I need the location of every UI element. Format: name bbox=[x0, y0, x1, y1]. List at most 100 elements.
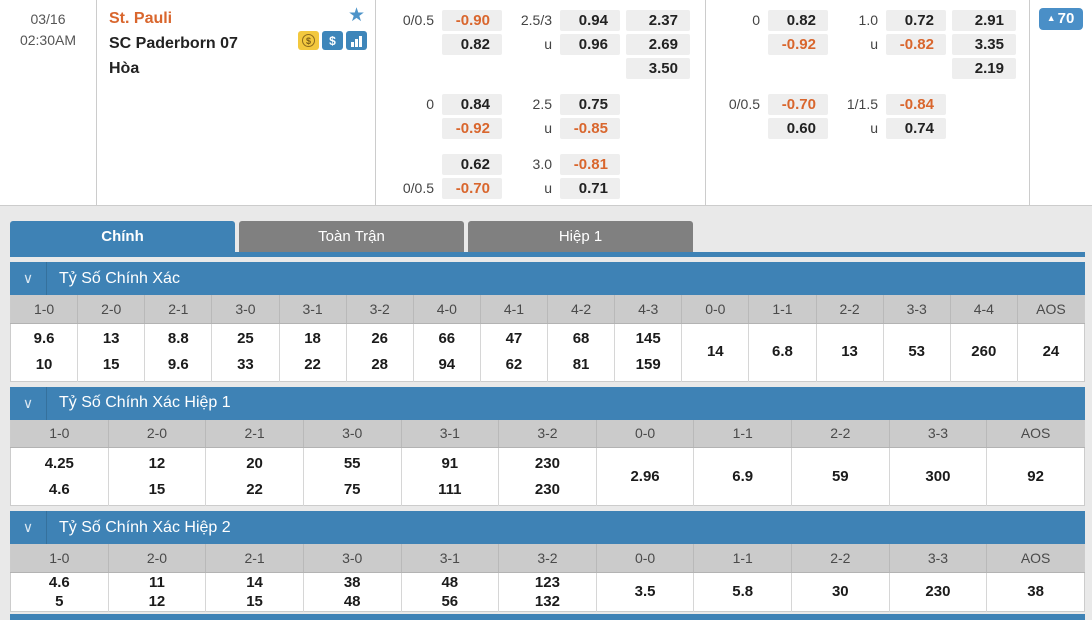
away-team-name[interactable]: SC Paderborn 07 bbox=[109, 35, 238, 52]
score-odds-cell[interactable]: 91 111 bbox=[401, 447, 500, 506]
odds-value[interactable]: 0.96 bbox=[560, 33, 620, 55]
score-header-row: 1-0 2-0 2-1 3-0 3-1 3-2 4-0 4-1 4-2 4-3 0-0 1-1 2-2 3… bbox=[10, 295, 1085, 324]
score-header-row: 1-0 2-0 2-1 3-0 3-1 3-2 0-0 1-1 2-2 3-3 AOS bbox=[10, 544, 1085, 573]
score-odds-cell[interactable]: 38 48 bbox=[303, 572, 402, 611]
score-odds-cell[interactable]: 13 bbox=[816, 323, 884, 381]
score-odds-cell[interactable]: 6.9 bbox=[693, 447, 792, 506]
score-odds-cell[interactable]: 55 75 bbox=[303, 447, 402, 506]
odds-value[interactable]: 0.84 bbox=[442, 93, 502, 115]
score-odds-cell[interactable]: 14 15 bbox=[205, 572, 304, 611]
odds-value[interactable]: 0.74 bbox=[886, 117, 946, 139]
tab-first-half[interactable]: Hiệp 1 bbox=[468, 221, 693, 252]
score-odds-cell[interactable]: 145 159 bbox=[614, 323, 683, 381]
odds-value[interactable]: -0.82 bbox=[886, 33, 946, 55]
odds-value[interactable]: 2.91 bbox=[952, 9, 1016, 31]
odds-value[interactable]: 0.71 bbox=[560, 177, 620, 199]
score-odds-value: 14 bbox=[246, 573, 263, 591]
score-odds-cell[interactable]: 5.8 bbox=[693, 572, 792, 611]
odds-value[interactable]: -0.81 bbox=[560, 153, 620, 175]
section-header-correct-score-2nd-half[interactable]: ∨ Tỷ Số Chính Xác Hiệp 2 bbox=[10, 511, 1085, 544]
tab-main[interactable]: Chính bbox=[10, 221, 235, 252]
odds-value[interactable]: 0.94 bbox=[560, 9, 620, 31]
favorite-star-icon[interactable]: ★ bbox=[347, 5, 365, 26]
odds-value[interactable]: -0.92 bbox=[768, 33, 828, 55]
score-odds-cell[interactable]: 4.25 4.6 bbox=[10, 447, 109, 506]
score-odds-cell[interactable]: 66 94 bbox=[413, 323, 481, 381]
score-odds-cell[interactable]: 3.5 bbox=[596, 572, 695, 611]
header-divider bbox=[46, 511, 47, 544]
score-odds-cell[interactable]: 4.6 5 bbox=[10, 572, 109, 611]
odds-line-label: 0 bbox=[752, 12, 760, 28]
odds-value[interactable]: 0.75 bbox=[560, 93, 620, 115]
score-odds-cell[interactable]: 26 28 bbox=[346, 323, 414, 381]
score-column-header: 1-0 bbox=[10, 295, 79, 324]
odds-value[interactable]: 2.69 bbox=[626, 33, 690, 55]
score-odds-cell[interactable]: 260 bbox=[950, 323, 1018, 381]
odds-value[interactable]: -0.70 bbox=[442, 177, 502, 199]
score-odds-cell[interactable]: 47 62 bbox=[480, 323, 549, 381]
odds-value[interactable]: 0.82 bbox=[442, 33, 502, 55]
odds-value[interactable]: 2.37 bbox=[626, 9, 690, 31]
score-odds-value: 20 bbox=[246, 454, 263, 472]
score-odds-cell[interactable]: 25 33 bbox=[211, 323, 280, 381]
score-odds-cell[interactable]: 9.6 10 bbox=[10, 323, 79, 381]
odds-line-label: u bbox=[870, 120, 878, 136]
score-odds-cell[interactable]: 30 bbox=[791, 572, 890, 611]
odds-value[interactable]: -0.90 bbox=[442, 9, 502, 31]
score-odds-cell[interactable]: 230 230 bbox=[498, 447, 597, 506]
section-header-correct-score[interactable]: ∨ Tỷ Số Chính Xác bbox=[10, 262, 1085, 295]
score-odds-value: 15 bbox=[102, 356, 120, 373]
score-odds-cell[interactable]: 11 12 bbox=[108, 572, 207, 611]
odds-value[interactable]: 3.35 bbox=[952, 33, 1016, 55]
score-odds-value: 5.8 bbox=[732, 583, 754, 600]
score-odds-cell[interactable]: 59 bbox=[791, 447, 890, 506]
score-odds-value: 94 bbox=[438, 356, 456, 373]
score-odds-value: 145 bbox=[635, 330, 661, 347]
stats-icon[interactable] bbox=[346, 31, 367, 50]
score-odds-cell[interactable]: 12 15 bbox=[108, 447, 207, 506]
coin-icon[interactable]: $ bbox=[298, 31, 319, 50]
score-column-header: 3-2 bbox=[346, 295, 414, 324]
chevron-down-icon[interactable]: ∨ bbox=[22, 519, 34, 535]
score-odds-cell[interactable]: 48 56 bbox=[401, 572, 500, 611]
section-header-correct-score-1st-half[interactable]: ∨ Tỷ Số Chính Xác Hiệp 1 bbox=[10, 386, 1085, 420]
odds-value[interactable]: 0.62 bbox=[442, 153, 502, 175]
score-odds-cell[interactable]: 18 22 bbox=[279, 323, 347, 381]
odds-value[interactable]: 3.50 bbox=[626, 57, 690, 79]
score-odds-cell[interactable]: 230 bbox=[889, 572, 988, 611]
draw-label: Hòa bbox=[109, 60, 140, 77]
score-column-header: 4-2 bbox=[547, 295, 616, 324]
chevron-down-icon[interactable]: ∨ bbox=[22, 270, 34, 286]
odds-value[interactable]: -0.70 bbox=[768, 93, 828, 115]
score-odds-cell[interactable]: 14 bbox=[681, 323, 750, 381]
odds-line: 0.60 u 0.74 bbox=[716, 116, 1029, 140]
score-odds-cell[interactable]: 38 bbox=[987, 572, 1085, 611]
score-odds-cell[interactable]: 53 bbox=[883, 323, 951, 381]
score-odds-value: 55 bbox=[343, 454, 361, 472]
score-odds-cell[interactable]: 8.8 9.6 bbox=[144, 323, 213, 381]
odds-value[interactable]: -0.84 bbox=[886, 93, 946, 115]
score-odds-cell[interactable]: 13 15 bbox=[77, 323, 146, 381]
score-odds-cell[interactable]: 24 bbox=[1017, 323, 1084, 381]
score-odds-value: 5 bbox=[55, 592, 64, 610]
odds-value[interactable]: 0.60 bbox=[768, 117, 828, 139]
score-odds-cell[interactable]: 2.96 bbox=[596, 447, 695, 506]
home-team-name[interactable]: St. Pauli bbox=[109, 10, 173, 27]
odds-value[interactable]: -0.92 bbox=[442, 117, 502, 139]
odds-value[interactable]: 2.19 bbox=[952, 57, 1016, 79]
score-column-header: 1-1 bbox=[693, 544, 792, 573]
odds-value[interactable]: -0.85 bbox=[560, 117, 620, 139]
score-odds-cell[interactable]: 92 bbox=[987, 448, 1085, 506]
score-odds-cell[interactable]: 123 132 bbox=[498, 572, 597, 611]
score-column-header: 2-2 bbox=[816, 295, 884, 324]
tab-full-match[interactable]: Toàn Trận bbox=[239, 221, 464, 252]
odds-value[interactable]: 0.72 bbox=[886, 9, 946, 31]
score-odds-cell[interactable]: 6.8 bbox=[748, 323, 817, 381]
score-odds-cell[interactable]: 300 bbox=[889, 447, 988, 506]
chevron-down-icon[interactable]: ∨ bbox=[22, 394, 34, 411]
score-odds-cell[interactable]: 20 22 bbox=[205, 447, 304, 506]
dollar-icon[interactable]: $ bbox=[322, 31, 343, 50]
score-odds-cell[interactable]: 68 81 bbox=[547, 323, 616, 381]
odds-value[interactable]: 0.82 bbox=[768, 9, 828, 31]
more-odds-badge[interactable]: ▲ 70 bbox=[1038, 8, 1084, 30]
